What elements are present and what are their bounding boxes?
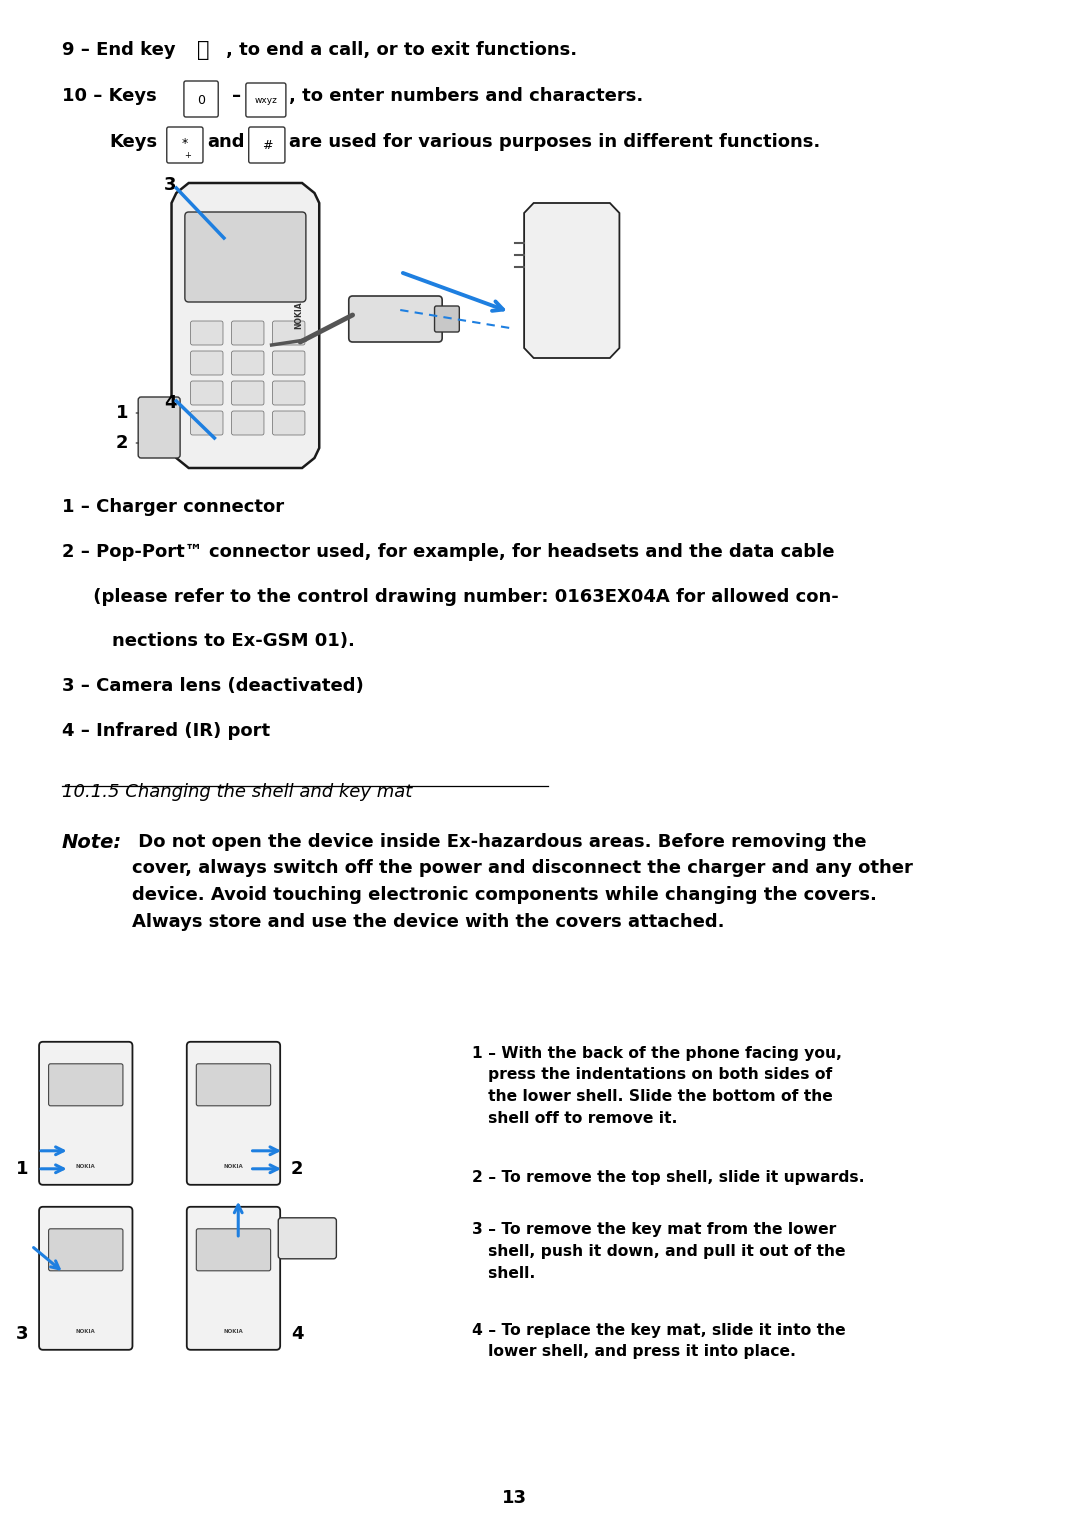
Text: 2: 2 [116, 433, 129, 452]
FancyBboxPatch shape [197, 1228, 271, 1271]
Text: Do not open the device inside Ex-hazardous areas. Before removing the
cover, alw: Do not open the device inside Ex-hazardo… [132, 833, 913, 931]
Text: , to enter numbers and characters.: , to enter numbers and characters. [288, 87, 643, 105]
FancyBboxPatch shape [272, 410, 305, 435]
Text: NOKIA: NOKIA [76, 1329, 96, 1334]
FancyBboxPatch shape [272, 320, 305, 345]
Text: 3 – Camera lens (deactivated): 3 – Camera lens (deactivated) [62, 678, 364, 696]
Polygon shape [172, 183, 320, 468]
FancyBboxPatch shape [279, 1218, 336, 1259]
Text: nections to Ex-GSM 01).: nections to Ex-GSM 01). [62, 632, 355, 650]
Text: 1: 1 [116, 404, 129, 423]
Text: (please refer to the control drawing number: 0163EX04A for allowed con-: (please refer to the control drawing num… [62, 588, 839, 606]
Text: –: – [231, 87, 241, 105]
FancyBboxPatch shape [190, 410, 222, 435]
FancyBboxPatch shape [272, 351, 305, 375]
Text: 10 – Keys: 10 – Keys [62, 87, 157, 105]
FancyBboxPatch shape [185, 212, 306, 302]
Text: 13: 13 [502, 1489, 527, 1508]
Text: 1 – Charger connector: 1 – Charger connector [62, 497, 284, 516]
FancyBboxPatch shape [190, 382, 222, 404]
FancyBboxPatch shape [39, 1042, 133, 1184]
Text: 9 – End key: 9 – End key [62, 41, 176, 60]
Text: NOKIA: NOKIA [294, 302, 302, 330]
Text: , to end a call, or to exit functions.: , to end a call, or to exit functions. [226, 41, 577, 60]
Text: *: * [181, 136, 188, 150]
FancyBboxPatch shape [39, 1207, 133, 1351]
FancyBboxPatch shape [231, 410, 264, 435]
Text: NOKIA: NOKIA [76, 1164, 96, 1169]
Text: 3 – To remove the key mat from the lower
   shell, push it down, and pull it out: 3 – To remove the key mat from the lower… [472, 1222, 846, 1280]
Text: 4: 4 [164, 394, 176, 412]
Text: 4: 4 [292, 1325, 303, 1343]
Text: are used for various purposes in different functions.: are used for various purposes in differe… [288, 133, 820, 151]
Polygon shape [524, 203, 620, 359]
Text: 2: 2 [292, 1160, 303, 1178]
Text: NOKIA: NOKIA [224, 1164, 243, 1169]
Text: +: + [185, 151, 191, 160]
Text: Note:: Note: [62, 833, 122, 852]
FancyBboxPatch shape [49, 1064, 123, 1106]
Text: 4 – To replace the key mat, slide it into the
   lower shell, and press it into : 4 – To replace the key mat, slide it int… [472, 1323, 846, 1360]
FancyBboxPatch shape [49, 1228, 123, 1271]
FancyBboxPatch shape [187, 1207, 280, 1351]
FancyBboxPatch shape [197, 1064, 271, 1106]
FancyBboxPatch shape [231, 320, 264, 345]
Text: Keys: Keys [109, 133, 158, 151]
Text: and: and [206, 133, 244, 151]
Text: #: # [261, 139, 272, 151]
Text: 2 – To remove the top shell, slide it upwards.: 2 – To remove the top shell, slide it up… [472, 1170, 864, 1186]
Text: 3: 3 [16, 1325, 28, 1343]
Text: 10.1.5 Changing the shell and key mat: 10.1.5 Changing the shell and key mat [62, 783, 413, 801]
Text: wxyz: wxyz [255, 96, 278, 104]
Text: 1 – With the back of the phone facing you,
   press the indentations on both sid: 1 – With the back of the phone facing yo… [472, 1045, 841, 1126]
Text: 2 – Pop-Port™ connector used, for example, for headsets and the data cable: 2 – Pop-Port™ connector used, for exampl… [62, 543, 835, 560]
FancyBboxPatch shape [434, 307, 459, 333]
FancyBboxPatch shape [231, 351, 264, 375]
Text: 4 – Infrared (IR) port: 4 – Infrared (IR) port [62, 722, 270, 740]
FancyBboxPatch shape [272, 382, 305, 404]
Text: 3: 3 [164, 175, 176, 194]
FancyBboxPatch shape [190, 351, 222, 375]
FancyBboxPatch shape [187, 1042, 280, 1184]
Text: 0: 0 [197, 93, 205, 107]
FancyBboxPatch shape [231, 382, 264, 404]
FancyBboxPatch shape [138, 397, 180, 458]
Text: NOKIA: NOKIA [224, 1329, 243, 1334]
Text: ⧗: ⧗ [198, 40, 210, 60]
Text: 1: 1 [16, 1160, 28, 1178]
FancyBboxPatch shape [190, 320, 222, 345]
FancyBboxPatch shape [349, 296, 442, 342]
